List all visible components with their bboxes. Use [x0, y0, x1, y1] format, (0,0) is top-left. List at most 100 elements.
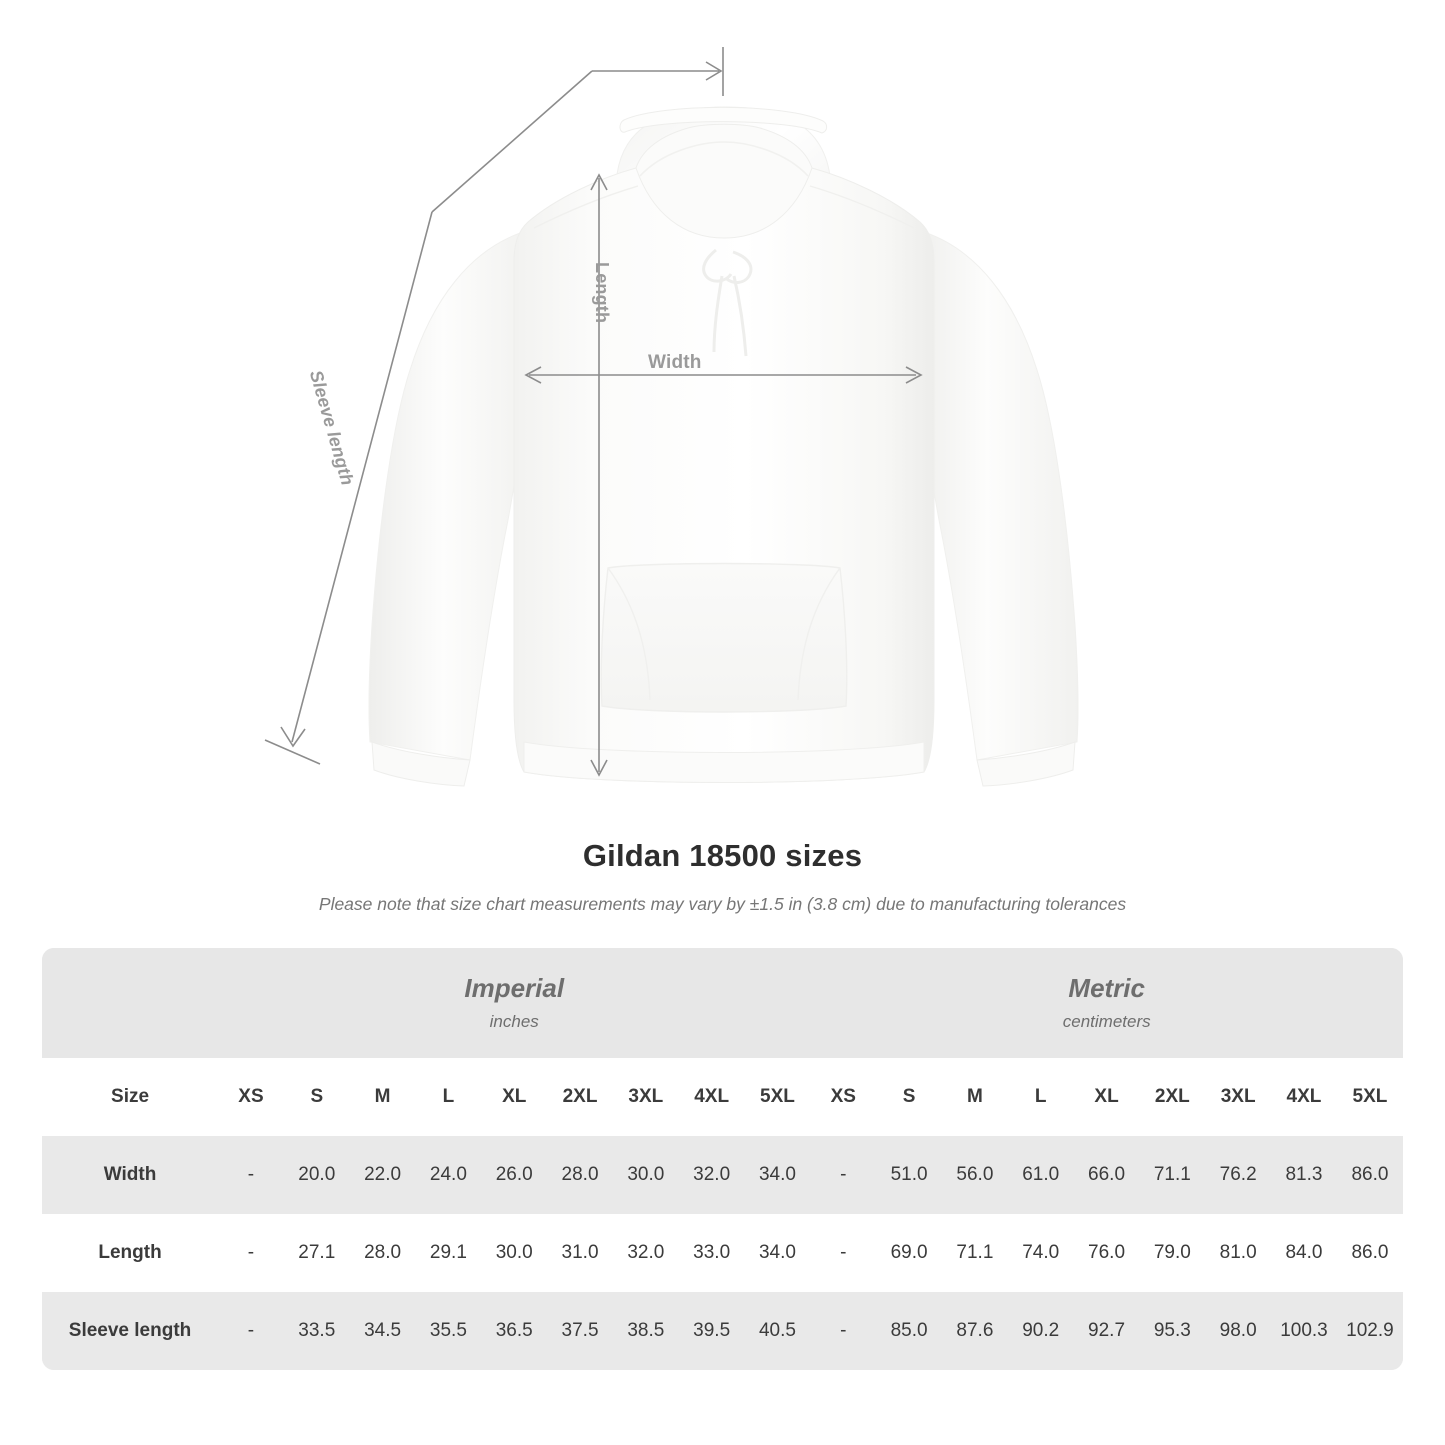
sleeve-imperial-xs: -	[218, 1292, 284, 1370]
width-imperial-xs: -	[218, 1136, 284, 1214]
sleeve-metric-xl: 92.7	[1073, 1292, 1140, 1370]
width-imperial-3xl: 30.0	[612, 1136, 679, 1214]
length-imperial-2xl: 31.0	[547, 1214, 613, 1292]
length-imperial-xs: -	[218, 1214, 284, 1292]
width-line	[524, 366, 923, 384]
size-header-metric-4xl: 4XL	[1271, 1058, 1337, 1136]
width-metric-s: 51.0	[876, 1136, 943, 1214]
tolerance-note: Please note that size chart measurements…	[318, 894, 1127, 914]
width-metric-2xl: 71.1	[1139, 1136, 1206, 1214]
sleeve-metric-3xl: 98.0	[1205, 1292, 1272, 1370]
group-header-imperial: Imperial inches	[218, 948, 811, 1058]
width-metric-m: 56.0	[942, 1136, 1008, 1214]
size-header-imperial-2xl: 2XL	[547, 1058, 613, 1136]
row-label-sleeve-length: Sleeve length	[42, 1292, 219, 1370]
hood-front	[635, 123, 813, 239]
width-imperial-xl: 26.0	[481, 1136, 548, 1214]
length-imperial-4xl: 33.0	[678, 1214, 745, 1292]
sleeve-imperial-s: 33.5	[283, 1292, 350, 1370]
width-metric-xl: 66.0	[1073, 1136, 1140, 1214]
width-imperial-l: 24.0	[415, 1136, 482, 1214]
size-header-metric-xs: XS	[810, 1058, 877, 1136]
pocket	[600, 562, 848, 713]
size-chart-table: Imperial inches Metric centimeters Size …	[42, 948, 1403, 1370]
length-line	[590, 173, 608, 777]
width-metric-xs: -	[810, 1136, 877, 1214]
length-metric-4xl: 84.0	[1271, 1214, 1337, 1292]
length-imperial-l: 29.1	[415, 1214, 482, 1292]
group-header-metric: Metric centimeters	[810, 948, 1403, 1058]
table-row-length: Length - 27.1 28.0 29.1 30.0 31.0 32.0 3…	[42, 1214, 1403, 1292]
sleeve-imperial-4xl: 39.5	[678, 1292, 745, 1370]
measurement-lines	[264, 47, 923, 777]
length-imperial-3xl: 32.0	[612, 1214, 679, 1292]
length-imperial-m: 28.0	[349, 1214, 416, 1292]
width-imperial-4xl: 32.0	[678, 1136, 745, 1214]
length-imperial-s: 27.1	[283, 1214, 350, 1292]
size-header-imperial-m: M	[349, 1058, 416, 1136]
size-header-metric-xl: XL	[1073, 1058, 1140, 1136]
sleeve-imperial-3xl: 38.5	[612, 1292, 679, 1370]
sleeve-imperial-l: 35.5	[415, 1292, 482, 1370]
size-header-imperial-xs: XS	[218, 1058, 284, 1136]
sleeve-metric-l: 90.2	[1007, 1292, 1074, 1370]
sleeve-imperial-xl: 36.5	[481, 1292, 548, 1370]
width-metric-3xl: 76.2	[1205, 1136, 1272, 1214]
size-header-imperial-3xl: 3XL	[612, 1058, 679, 1136]
sleeve-metric-s: 85.0	[876, 1292, 943, 1370]
hoodie-diagram-svg	[264, 47, 1079, 787]
row-label-width: Width	[42, 1136, 219, 1214]
table-row-width: Width - 20.0 22.0 24.0 26.0 28.0 30.0 32…	[42, 1136, 1403, 1214]
group-unit-imperial: inches	[489, 1012, 539, 1032]
group-name-metric: Metric	[1068, 972, 1145, 1003]
width-imperial-m: 22.0	[349, 1136, 416, 1214]
size-header-row: Size XS S M L XL 2XL 3XL 4XL 5XL XS S M …	[42, 1058, 1403, 1136]
length-metric-5xl: 86.0	[1336, 1214, 1403, 1292]
sleeve-metric-5xl: 102.9	[1336, 1292, 1403, 1370]
garment-illustration: Length Width Sleeve length	[264, 47, 1079, 787]
sleeve-metric-2xl: 95.3	[1139, 1292, 1206, 1370]
right-sleeve	[912, 231, 1079, 761]
length-metric-l: 74.0	[1007, 1214, 1074, 1292]
size-header-label: Size	[42, 1058, 219, 1136]
size-header-imperial-5xl: 5XL	[744, 1058, 811, 1136]
length-metric-3xl: 81.0	[1205, 1214, 1272, 1292]
size-header-metric-l: L	[1007, 1058, 1074, 1136]
size-header-metric-m: M	[942, 1058, 1008, 1136]
group-header-spacer	[42, 948, 219, 1058]
sleeve-imperial-5xl: 40.5	[744, 1292, 811, 1370]
size-chart-table-container: Imperial inches Metric centimeters Size …	[42, 948, 1403, 1370]
sleeve-imperial-2xl: 37.5	[547, 1292, 613, 1370]
size-header-imperial-xl: XL	[481, 1058, 548, 1136]
length-imperial-xl: 30.0	[481, 1214, 548, 1292]
length-dimension-label: Length	[592, 262, 612, 324]
width-metric-4xl: 81.3	[1271, 1136, 1337, 1214]
sleeve-length-line	[264, 47, 724, 765]
width-metric-l: 61.0	[1007, 1136, 1074, 1214]
width-imperial-5xl: 34.0	[744, 1136, 811, 1214]
size-header-imperial-s: S	[283, 1058, 350, 1136]
size-header-imperial-4xl: 4XL	[678, 1058, 745, 1136]
length-metric-m: 71.1	[942, 1214, 1008, 1292]
width-dimension-label: Width	[648, 352, 702, 373]
sleeve-metric-4xl: 100.3	[1271, 1292, 1337, 1370]
length-metric-xs: -	[810, 1214, 877, 1292]
size-header-metric-3xl: 3XL	[1205, 1058, 1272, 1136]
width-imperial-s: 20.0	[283, 1136, 350, 1214]
length-metric-s: 69.0	[876, 1214, 943, 1292]
size-header-metric-5xl: 5XL	[1336, 1058, 1403, 1136]
left-sleeve	[368, 231, 535, 761]
size-header-metric-s: S	[876, 1058, 943, 1136]
length-metric-2xl: 79.0	[1139, 1214, 1206, 1292]
size-header-imperial-l: L	[415, 1058, 482, 1136]
title-block: Gildan 18500 sizes Please note that size…	[0, 838, 1445, 915]
length-metric-xl: 76.0	[1073, 1214, 1140, 1292]
size-header-metric-2xl: 2XL	[1139, 1058, 1206, 1136]
sleeve-metric-m: 87.6	[942, 1292, 1008, 1370]
group-unit-metric: centimeters	[1062, 1012, 1151, 1032]
width-metric-5xl: 86.0	[1336, 1136, 1403, 1214]
group-name-imperial: Imperial	[464, 972, 565, 1003]
width-imperial-2xl: 28.0	[547, 1136, 613, 1214]
sleeve-metric-xs: -	[810, 1292, 877, 1370]
